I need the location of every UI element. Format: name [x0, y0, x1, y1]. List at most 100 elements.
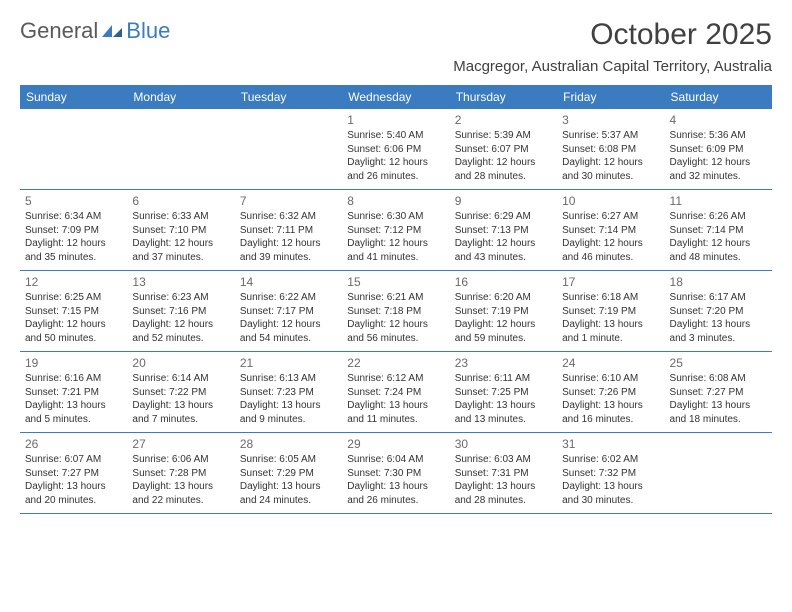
day-info: Sunrise: 6:27 AMSunset: 7:14 PMDaylight:… [562, 210, 659, 264]
day-info-line: Sunset: 7:27 PM [25, 467, 122, 481]
day-info: Sunrise: 5:37 AMSunset: 6:08 PMDaylight:… [562, 129, 659, 183]
day-number: 12 [25, 275, 122, 289]
week-row: 12 Sunrise: 6:25 AMSunset: 7:15 PMDayligh… [20, 271, 772, 352]
day-cell [127, 109, 234, 189]
day-info: Sunrise: 6:25 AMSunset: 7:15 PMDaylight:… [25, 291, 122, 345]
day-info-line: and 28 minutes. [455, 170, 552, 184]
day-info-line: Daylight: 12 hours [347, 237, 444, 251]
logo-text-blue: Blue [126, 18, 170, 44]
day-cell: 11Sunrise: 6:26 AMSunset: 7:14 PMDayligh… [665, 190, 772, 270]
day-number: 7 [240, 194, 337, 208]
day-info-line: Sunrise: 6:11 AM [455, 372, 552, 386]
day-info-line: Daylight: 13 hours [240, 399, 337, 413]
day-number: 15 [347, 275, 444, 289]
day-info-line: Sunrise: 6:20 AM [455, 291, 552, 305]
day-info-line: Daylight: 12 hours [670, 237, 767, 251]
day-info-line: and 30 minutes. [562, 170, 659, 184]
day-info-line: and 18 minutes. [670, 413, 767, 427]
day-info-line: Sunset: 7:21 PM [25, 386, 122, 400]
day-info-line: Daylight: 12 hours [240, 237, 337, 251]
day-info: Sunrise: 6:23 AMSunset: 7:16 PMDaylight:… [132, 291, 229, 345]
day-info-line: Sunrise: 6:21 AM [347, 291, 444, 305]
day-info-line: Sunrise: 6:32 AM [240, 210, 337, 224]
day-cell: 14Sunrise: 6:22 AMSunset: 7:17 PMDayligh… [235, 271, 342, 351]
day-info-line: Sunrise: 6:27 AM [562, 210, 659, 224]
day-info-line: and 7 minutes. [132, 413, 229, 427]
day-info-line: and 39 minutes. [240, 251, 337, 265]
day-info-line: Sunset: 7:24 PM [347, 386, 444, 400]
day-cell: 31Sunrise: 6:02 AMSunset: 7:32 PMDayligh… [557, 433, 664, 513]
day-number: 23 [455, 356, 552, 370]
day-number: 5 [25, 194, 122, 208]
day-info-line: and 37 minutes. [132, 251, 229, 265]
day-info-line: Sunset: 6:09 PM [670, 143, 767, 157]
week-row: 5Sunrise: 6:34 AMSunset: 7:09 PMDaylight… [20, 190, 772, 271]
day-info-line: Sunrise: 6:07 AM [25, 453, 122, 467]
day-info-line: Sunrise: 6:18 AM [562, 291, 659, 305]
day-info-line: and 56 minutes. [347, 332, 444, 346]
day-info: Sunrise: 6:17 AMSunset: 7:20 PMDaylight:… [670, 291, 767, 345]
weekday-header: Monday [127, 85, 234, 109]
day-info-line: and 35 minutes. [25, 251, 122, 265]
day-cell: 23 Sunrise: 6:11 AMSunset: 7:25 PMDayligh… [450, 352, 557, 432]
day-number: 16 [455, 275, 552, 289]
day-info-line: Sunset: 7:25 PM [455, 386, 552, 400]
page-title: October 2025 [453, 18, 772, 52]
day-info: Sunrise: 6:06 AMSunset: 7:28 PMDaylight:… [132, 453, 229, 507]
day-info-line: Sunrise: 6:05 AM [240, 453, 337, 467]
weekday-header: Friday [557, 85, 664, 109]
day-cell: 30Sunrise: 6:03 AMSunset: 7:31 PMDayligh… [450, 433, 557, 513]
day-info-line: Daylight: 13 hours [562, 399, 659, 413]
day-info: Sunrise: 6:08 AMSunset: 7:27 PMDaylight:… [670, 372, 767, 426]
day-info-line: Daylight: 12 hours [455, 318, 552, 332]
top-bar: General Blue October 2025 Macgregor, Aus… [20, 18, 772, 75]
title-block: October 2025 Macgregor, Australian Capit… [453, 18, 772, 75]
day-info-line: and 5 minutes. [25, 413, 122, 427]
day-info-line: Sunset: 6:07 PM [455, 143, 552, 157]
day-info-line: Daylight: 12 hours [347, 318, 444, 332]
day-info-line: Sunset: 7:19 PM [562, 305, 659, 319]
day-cell: 15Sunrise: 6:21 AMSunset: 7:18 PMDayligh… [342, 271, 449, 351]
day-number: 24 [562, 356, 659, 370]
day-info-line: Sunrise: 6:03 AM [455, 453, 552, 467]
day-number: 13 [132, 275, 229, 289]
day-info-line: Sunrise: 6:22 AM [240, 291, 337, 305]
weekday-header: Sunday [20, 85, 127, 109]
weekday-header-row: Sunday Monday Tuesday Wednesday Thursday… [20, 85, 772, 109]
day-cell: 18Sunrise: 6:17 AMSunset: 7:20 PMDayligh… [665, 271, 772, 351]
day-info-line: and 48 minutes. [670, 251, 767, 265]
day-info-line: Sunset: 7:22 PM [132, 386, 229, 400]
day-number: 4 [670, 113, 767, 127]
weeks-container: 1Sunrise: 5:40 AMSunset: 6:06 PMDaylight… [20, 109, 772, 514]
day-info-line: Sunset: 7:31 PM [455, 467, 552, 481]
day-cell: 9Sunrise: 6:29 AMSunset: 7:13 PMDaylight… [450, 190, 557, 270]
day-info-line: Daylight: 13 hours [670, 399, 767, 413]
day-info-line: and 16 minutes. [562, 413, 659, 427]
day-info-line: Sunset: 7:23 PM [240, 386, 337, 400]
day-number: 19 [25, 356, 122, 370]
day-cell: 1Sunrise: 5:40 AMSunset: 6:06 PMDaylight… [342, 109, 449, 189]
day-info-line: and 11 minutes. [347, 413, 444, 427]
day-info-line: Sunrise: 6:26 AM [670, 210, 767, 224]
day-info: Sunrise: 6:30 AMSunset: 7:12 PMDaylight:… [347, 210, 444, 264]
day-cell: 7Sunrise: 6:32 AMSunset: 7:11 PMDaylight… [235, 190, 342, 270]
day-info-line: Sunrise: 6:12 AM [347, 372, 444, 386]
day-info-line: Daylight: 13 hours [455, 399, 552, 413]
day-info-line: and 50 minutes. [25, 332, 122, 346]
day-cell: 6Sunrise: 6:33 AMSunset: 7:10 PMDaylight… [127, 190, 234, 270]
day-info-line: and 43 minutes. [455, 251, 552, 265]
day-info-line: Sunset: 7:15 PM [25, 305, 122, 319]
day-info-line: Sunrise: 6:33 AM [132, 210, 229, 224]
day-info-line: Sunrise: 6:04 AM [347, 453, 444, 467]
day-info: Sunrise: 6:05 AMSunset: 7:29 PMDaylight:… [240, 453, 337, 507]
day-number: 1 [347, 113, 444, 127]
day-info-line: and 3 minutes. [670, 332, 767, 346]
day-number: 11 [670, 194, 767, 208]
day-cell: 10Sunrise: 6:27 AMSunset: 7:14 PMDayligh… [557, 190, 664, 270]
day-info-line: Sunrise: 5:36 AM [670, 129, 767, 143]
day-info-line: Daylight: 12 hours [670, 156, 767, 170]
day-info-line: Sunrise: 6:13 AM [240, 372, 337, 386]
day-info-line: Sunrise: 6:30 AM [347, 210, 444, 224]
day-info-line: Sunrise: 6:08 AM [670, 372, 767, 386]
day-info-line: Sunset: 7:14 PM [562, 224, 659, 238]
